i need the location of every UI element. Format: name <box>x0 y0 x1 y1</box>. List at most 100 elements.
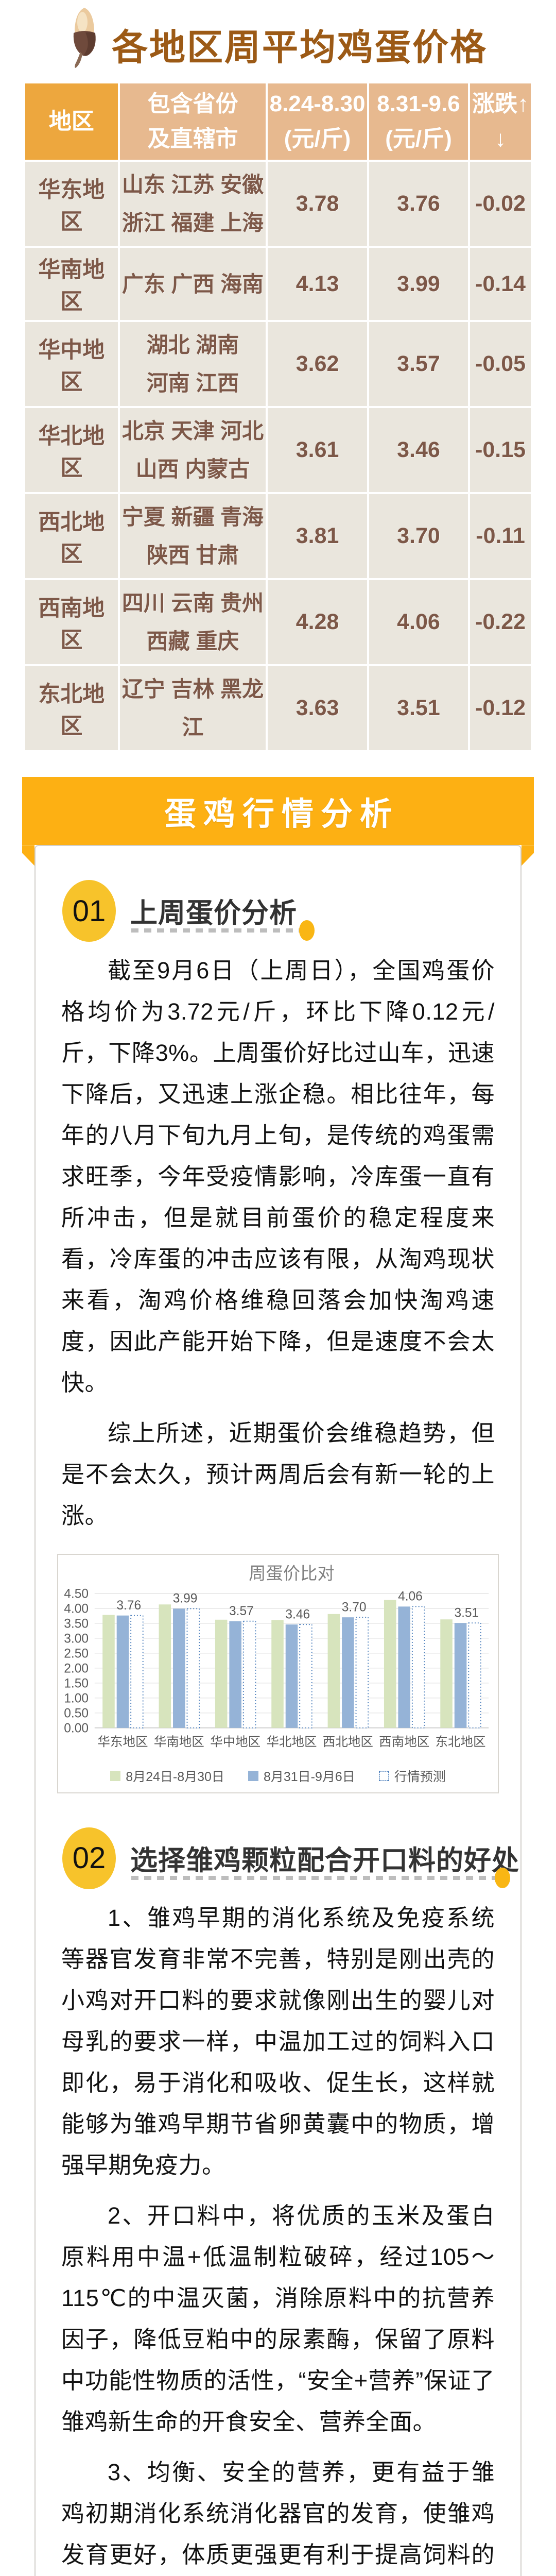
svg-text:3.57: 3.57 <box>229 1604 254 1618</box>
banner-title: 蛋鸡行情分析 <box>164 796 399 833</box>
table-row: 华中地区 湖北 湖南 河南 江西 3.62 3.57 -0.05 <box>25 322 531 406</box>
week1-cell: 3.62 <box>268 322 367 406</box>
week1-cell: 3.63 <box>268 666 367 751</box>
week2-cell: 3.57 <box>369 322 468 406</box>
section-01-heading: 01 上周蛋价分析 <box>62 880 520 942</box>
svg-text:3.50: 3.50 <box>64 1617 89 1631</box>
provinces-cell: 辽宁 吉林 黑龙 江 <box>119 666 266 751</box>
svg-text:周蛋价比对: 周蛋价比对 <box>249 1565 335 1584</box>
region-cell: 华中地区 <box>25 322 118 406</box>
provinces-cell: 北京 天津 河北 山西 内蒙古 <box>119 408 266 493</box>
section-number-badge: 02 <box>62 1827 116 1889</box>
table-row: 华北地区 北京 天津 河北 山西 内蒙古 3.61 3.46 -0.15 <box>25 408 531 493</box>
svg-text:东北地区: 东北地区 <box>436 1735 486 1750</box>
region-cell: 西南地区 <box>25 580 118 665</box>
svg-text:2.50: 2.50 <box>64 1647 89 1661</box>
svg-text:3.46: 3.46 <box>285 1608 310 1622</box>
svg-text:3.51: 3.51 <box>454 1606 479 1620</box>
page-header: 各地区周平均鸡蛋价格 <box>0 0 556 77</box>
table-row: 东北地区 辽宁 吉林 黑龙 江 3.63 3.51 -0.12 <box>25 666 531 751</box>
svg-text:西南地区: 西南地区 <box>379 1735 429 1750</box>
ribbon-fold-right <box>522 845 534 866</box>
article-card: 01 上周蛋价分析 截至9月6日（上周日），全国鸡蛋价格均价为3.72元/斤，环… <box>34 845 522 2576</box>
blue-swatch-icon <box>248 1770 258 1781</box>
svg-text:华东地区: 华东地区 <box>97 1735 148 1750</box>
svg-text:3.99: 3.99 <box>173 1592 198 1606</box>
acorn-icon <box>73 8 96 68</box>
svg-text:2.00: 2.00 <box>64 1662 89 1676</box>
provinces-cell: 山东 江苏 安徽 浙江 福建 上海 <box>119 162 266 246</box>
week1-cell: 4.13 <box>268 248 367 320</box>
week1-cell: 3.61 <box>268 408 367 493</box>
change-cell: -0.22 <box>470 580 531 665</box>
change-cell: -0.12 <box>470 666 531 751</box>
provinces-cell: 广东 广西 海南 <box>119 248 266 320</box>
svg-text:3.76: 3.76 <box>116 1599 141 1613</box>
region-cell: 华北地区 <box>25 408 118 493</box>
svg-text:0.00: 0.00 <box>64 1722 89 1736</box>
week1-cell: 3.78 <box>268 162 367 246</box>
section-01: 01 上周蛋价分析 截至9月6日（上周日），全国鸡蛋价格均价为3.72元/斤，环… <box>36 880 520 1793</box>
week2-cell: 4.06 <box>369 580 468 665</box>
dotted-divider <box>131 920 315 941</box>
svg-text:4.00: 4.00 <box>64 1602 89 1616</box>
col-header-week2: 8.31-9.6 (元/斤) <box>369 83 468 160</box>
change-cell: -0.05 <box>470 322 531 406</box>
section-banner: 蛋鸡行情分析 <box>22 777 534 866</box>
col-header-week1: 8.24-8.30 (元/斤) <box>268 83 367 160</box>
price-table: 地区 包含省份 及直辖市 8.24-8.30 (元/斤) 8.31-9.6 (元… <box>23 81 533 752</box>
svg-text:华北地区: 华北地区 <box>266 1735 317 1750</box>
svg-text:西北地区: 西北地区 <box>323 1735 373 1750</box>
region-cell: 华东地区 <box>25 162 118 246</box>
svg-text:华南地区: 华南地区 <box>154 1735 204 1750</box>
legend-item-forecast: 行情预测 <box>378 1767 446 1785</box>
svg-text:华中地区: 华中地区 <box>210 1735 260 1750</box>
col-header-region: 地区 <box>25 83 118 160</box>
svg-text:1.50: 1.50 <box>64 1677 89 1691</box>
provinces-cell: 宁夏 新疆 青海 陕西 甘肃 <box>119 494 266 579</box>
provinces-cell: 四川 云南 贵州 西藏 重庆 <box>119 580 266 665</box>
legend-item-week1: 8月24日-8月30日 <box>110 1767 224 1785</box>
section-02: 02 选择雏鸡颗粒配合开口料的好处 1、雏鸡早期的消化系统及免疫系统等器官发育非… <box>36 1827 520 2576</box>
table-row: 华南地区 广东 广西 海南 4.13 3.99 -0.14 <box>25 248 531 320</box>
table-row: 西南地区 四川 云南 贵州 西藏 重庆 4.28 4.06 -0.22 <box>25 580 531 665</box>
table-header-row: 地区 包含省份 及直辖市 8.24-8.30 (元/斤) 8.31-9.6 (元… <box>25 83 531 160</box>
week1-cell: 3.81 <box>268 494 367 579</box>
table-row: 西北地区 宁夏 新疆 青海 陕西 甘肃 3.81 3.70 -0.11 <box>25 494 531 579</box>
svg-text:4.06: 4.06 <box>398 1590 423 1604</box>
svg-text:3.70: 3.70 <box>342 1601 367 1615</box>
change-cell: -0.11 <box>470 494 531 579</box>
page-title: 各地区周平均鸡蛋价格 <box>112 27 488 67</box>
change-cell: -0.14 <box>470 248 531 320</box>
chart-legend: 8月24日-8月30日 8月31日-9月6日 行情预测 <box>61 1767 495 1785</box>
section-02-heading: 02 选择雏鸡颗粒配合开口料的好处 <box>62 1827 520 1889</box>
section-title: 上周蛋价分析 <box>130 898 297 929</box>
region-cell: 西北地区 <box>25 494 118 579</box>
table-row: 华东地区 山东 江苏 安徽 浙江 福建 上海 3.78 3.76 -0.02 <box>25 162 531 246</box>
green-swatch-icon <box>110 1770 121 1781</box>
col-header-provinces: 包含省份 及直辖市 <box>119 83 266 160</box>
change-cell: -0.02 <box>470 162 531 246</box>
week2-cell: 3.46 <box>369 408 468 493</box>
paragraph: 3、均衡、安全的营养，更有益于雏鸡初期消化系统消化器官的发育，使雏鸡发育更好，体… <box>61 2459 495 2568</box>
paragraph: 综上所述，近期蛋价会维稳趋势，但是不会太久，预计两周后会有新一轮的上涨。 <box>61 1420 495 1529</box>
region-cell: 华南地区 <box>25 248 118 320</box>
col-header-change: 涨跌↑ ↓ <box>470 83 531 160</box>
paragraph: 1、雏鸡早期的消化系统及免疫系统等器官发育非常不完善，特别是刚出壳的小鸡对开口料… <box>61 1904 495 2178</box>
bar-chart: 周蛋价比对 0.00 0.50 1.00 1.50 2.00 2.50 3.00 3.50 4.0… <box>61 1560 495 1764</box>
paragraph: 2、开口料中，将优质的玉米及蛋白原料用中温+低温制粒破碎，经过105～115℃的… <box>61 2202 495 2435</box>
svg-text:3.00: 3.00 <box>64 1632 89 1646</box>
yellow-dot-icon <box>495 1867 510 1888</box>
dashed-swatch-icon <box>378 1770 389 1781</box>
week2-cell: 3.70 <box>369 494 468 579</box>
week2-cell: 3.99 <box>369 248 468 320</box>
week2-cell: 3.76 <box>369 162 468 246</box>
week1-cell: 4.28 <box>268 580 367 665</box>
svg-text:1.00: 1.00 <box>64 1692 89 1706</box>
yellow-dot-icon <box>299 920 315 941</box>
ribbon-fold-left <box>22 845 34 866</box>
section-title: 选择雏鸡颗粒配合开口料的好处 <box>130 1845 519 1876</box>
weekly-price-chart: 周蛋价比对 0.00 0.50 1.00 1.50 2.00 2.50 3.00 3.50 4.0… <box>57 1554 499 1793</box>
region-cell: 东北地区 <box>25 666 118 751</box>
section-number-badge: 01 <box>62 880 116 942</box>
